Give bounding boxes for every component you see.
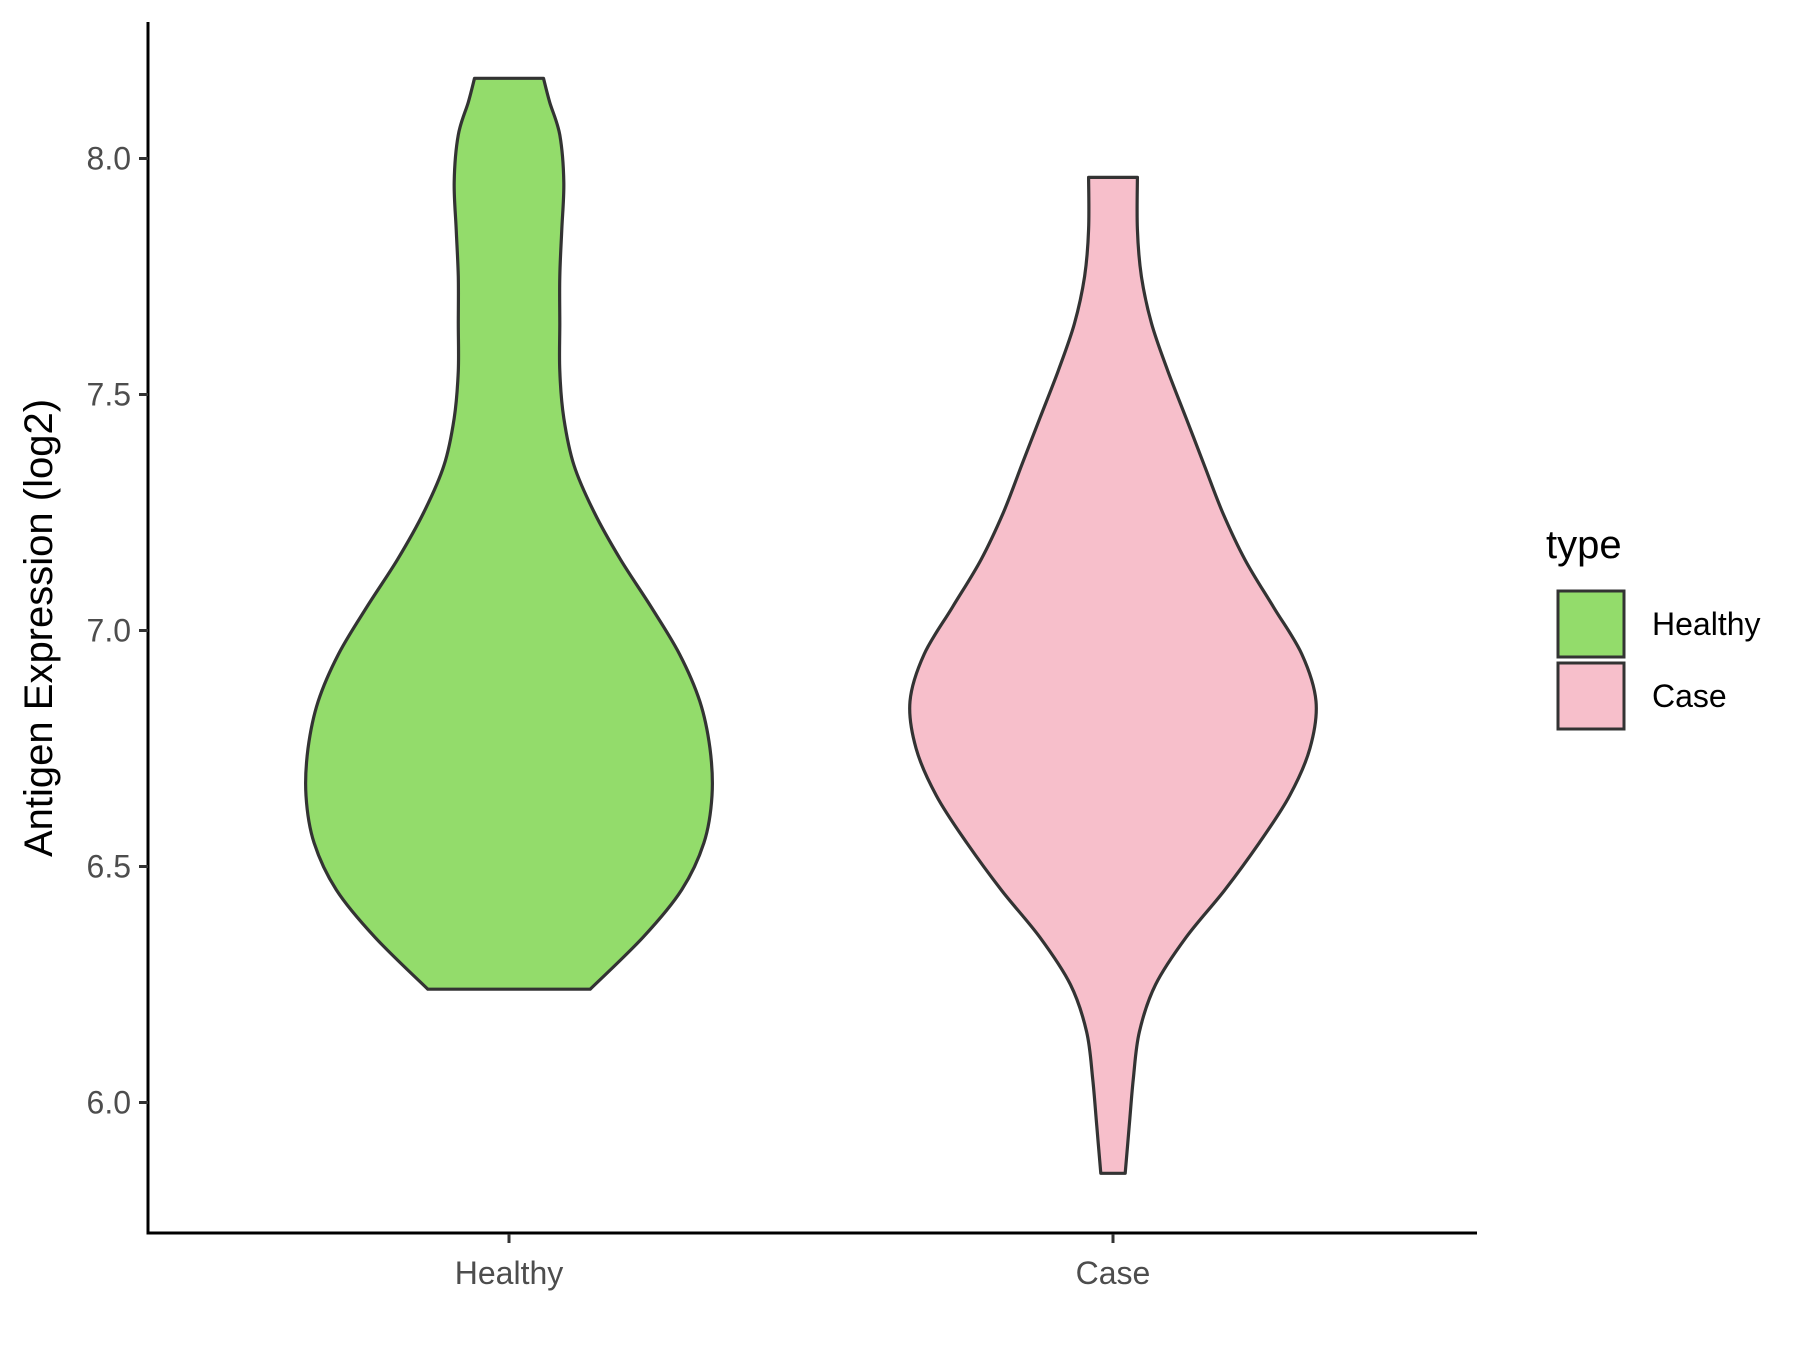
- x-axis-ticks: Healthy Case: [455, 1234, 1151, 1291]
- y-axis-title: Antigen Expression (log2): [17, 399, 61, 857]
- violin-layer: [304, 76, 1318, 1175]
- legend: type Healthy Case: [1546, 523, 1761, 731]
- legend-label-healthy: Healthy: [1652, 606, 1761, 642]
- y-tick-label: 6.5: [87, 849, 131, 885]
- violin-case: [908, 175, 1318, 1175]
- y-tick-label: 7.5: [87, 377, 131, 413]
- violin-healthy: [304, 76, 714, 991]
- legend-title: type: [1546, 523, 1622, 567]
- legend-key-case: [1556, 661, 1626, 731]
- legend-label-case: Case: [1652, 678, 1727, 714]
- legend-entries: Healthy Case: [1556, 589, 1761, 731]
- y-tick-label: 8.0: [87, 141, 131, 177]
- y-axis-ticks: 6.0 6.5 7.0 7.5 8.0: [87, 141, 148, 1121]
- x-tick-label: Case: [1076, 1255, 1151, 1291]
- legend-key-healthy: [1556, 589, 1626, 659]
- y-tick-label: 7.0: [87, 613, 131, 649]
- x-tick-label: Healthy: [455, 1255, 564, 1291]
- y-tick-label: 6.0: [87, 1085, 131, 1121]
